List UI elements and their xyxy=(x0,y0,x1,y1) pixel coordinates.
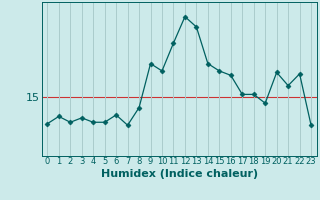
X-axis label: Humidex (Indice chaleur): Humidex (Indice chaleur) xyxy=(100,169,258,179)
